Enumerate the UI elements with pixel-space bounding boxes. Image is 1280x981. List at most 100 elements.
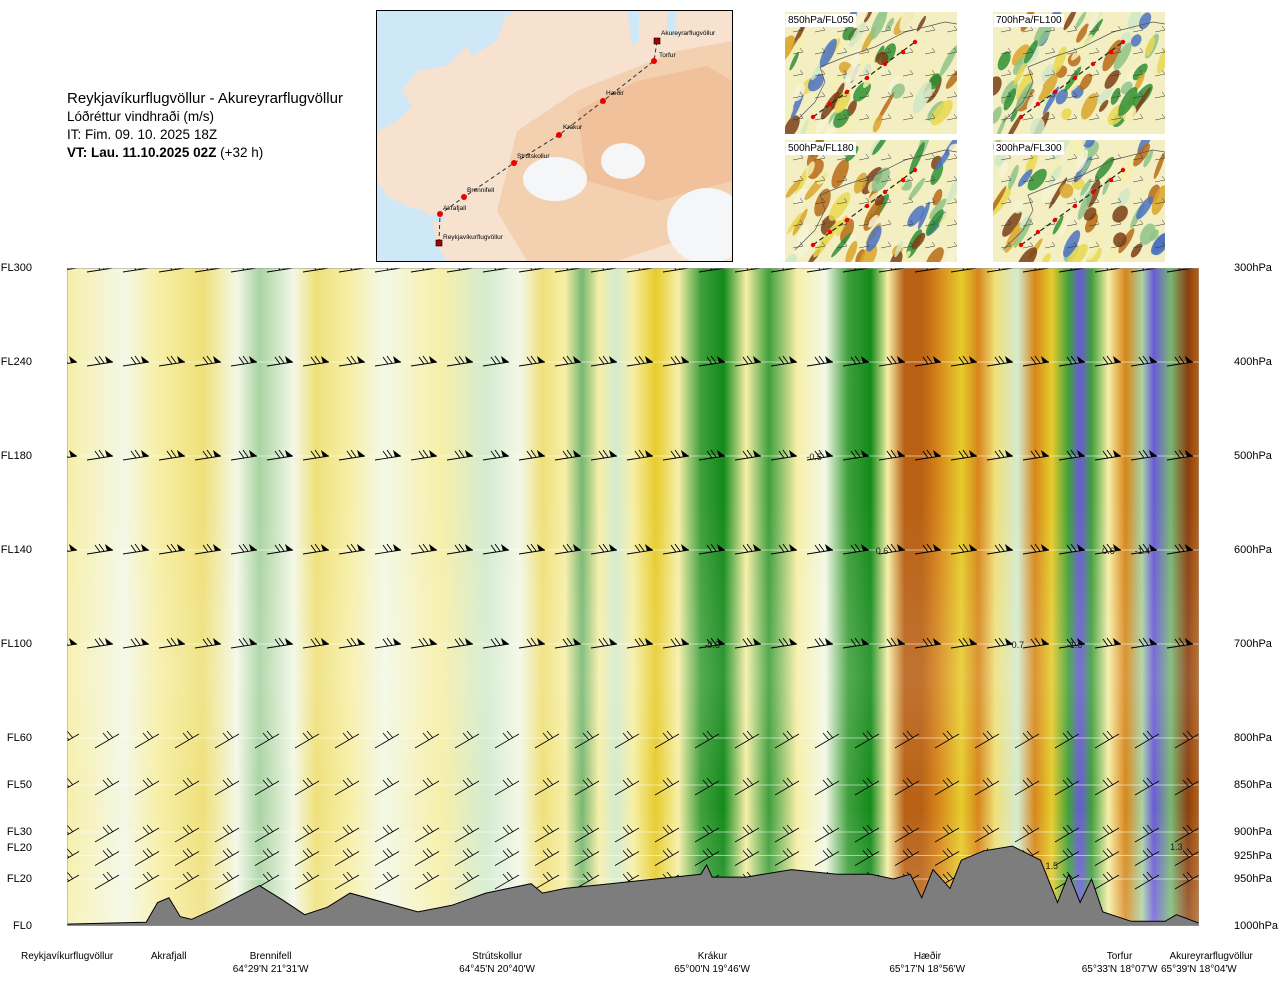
map-markers <box>435 37 661 247</box>
wind-barb <box>302 449 330 461</box>
overview-map-graphic: Akureyrarflugvöllur Torfur Hæðir Krákur … <box>377 11 732 261</box>
wind-barb <box>774 824 800 843</box>
level-map-850-label: 850hPa/FL050 <box>786 14 856 27</box>
wind-barb <box>1022 543 1050 555</box>
wind-barb <box>494 848 520 866</box>
wind-barb <box>414 824 440 843</box>
pressure-level-label: 850hPa <box>1234 779 1272 791</box>
wind-barb <box>574 848 600 866</box>
wind-barb <box>698 543 726 555</box>
wind-barb <box>894 777 920 796</box>
wind-barb <box>974 824 1000 843</box>
flight-level-label: FL140 <box>0 544 32 556</box>
wind-barb <box>1134 730 1160 749</box>
wind-barb <box>1094 824 1120 843</box>
wind-barb <box>230 449 258 461</box>
wind-barb <box>174 777 200 796</box>
wind-barb <box>122 637 150 649</box>
wind-barb <box>374 637 402 649</box>
waypoint-name: Hæðir <box>913 951 942 962</box>
wind-barb <box>1014 730 1040 749</box>
wind-barb <box>1174 730 1199 749</box>
wind-barb <box>454 824 480 843</box>
wind-barb <box>1094 637 1122 649</box>
wind-barb <box>414 730 440 749</box>
wind-barb <box>554 449 582 461</box>
wind-barb <box>894 730 920 749</box>
wind-barb <box>338 637 366 649</box>
wind-barb <box>266 355 294 367</box>
pressure-level-label: 900hPa <box>1234 826 1272 838</box>
wind-barb <box>894 848 920 866</box>
airport-marker-akureyri <box>653 37 661 45</box>
wind-barb <box>654 848 680 866</box>
flight-level-label: FL60 <box>6 732 32 744</box>
wind-barb <box>134 824 160 843</box>
wind-barb <box>158 449 186 461</box>
route-title: Reykjavíkurflugvöllur - Akureyrarflugvöl… <box>67 90 343 107</box>
wind-barb <box>814 730 840 749</box>
wind-barb <box>694 730 720 749</box>
wind-barb <box>590 449 618 461</box>
wind-barb <box>1166 355 1194 367</box>
wind-barb <box>974 730 1000 749</box>
flight-level-label: FL180 <box>0 450 32 462</box>
flight-level-label: FL20 <box>6 873 32 885</box>
wind-barb <box>494 730 520 749</box>
wind-barb <box>174 824 200 843</box>
wind-barb <box>302 637 330 649</box>
wind-barb <box>878 449 906 461</box>
wind-barb <box>86 355 114 367</box>
map-label-akrafjall: Akrafjall <box>443 205 467 212</box>
wind-barb <box>374 824 400 843</box>
wind-barb <box>294 871 320 890</box>
wind-barb <box>214 730 240 749</box>
wind-barb <box>590 543 618 555</box>
wind-barb <box>698 449 726 461</box>
wind-barb <box>814 777 840 796</box>
wind-barb <box>694 848 720 866</box>
glacier-langjokull <box>523 157 587 201</box>
wind-barb <box>410 355 438 367</box>
wind-barb <box>410 637 438 649</box>
wind-barb <box>1134 824 1160 843</box>
field-value-label: 1.3 <box>1170 842 1183 852</box>
wind-barb <box>254 824 280 843</box>
pressure-level-label: 800hPa <box>1234 732 1272 744</box>
wind-barb <box>374 730 400 749</box>
wind-barb <box>626 355 654 367</box>
wind-barb <box>1054 730 1080 749</box>
marker-brennifell <box>461 194 467 200</box>
wind-barb <box>950 355 978 367</box>
marker-haedir <box>600 98 606 104</box>
wind-barb <box>614 824 640 843</box>
waypoint-name: Reykjavíkurflugvöllur <box>21 951 114 962</box>
valid-time-offset: (+32 h) <box>220 145 264 160</box>
wind-barb <box>454 730 480 749</box>
route-line <box>438 40 658 244</box>
flight-level-label: FL240 <box>0 356 32 368</box>
wind-barb <box>294 777 320 796</box>
level-map-700: 700hPa/FL100 <box>993 12 1165 134</box>
flight-level-label: FL0 <box>13 920 32 932</box>
waypoint-coordinate: 64°45'N 20°40'W <box>459 964 535 975</box>
pressure-level-label: 500hPa <box>1234 450 1272 462</box>
waypoint-coordinate: 65°17'N 18°56'W <box>889 964 966 975</box>
cross-section-plot: -0.5 0.6 0.6 -1.4 -0.5 0.7 -1.6 1.5 1.3 <box>67 268 1199 926</box>
wind-barb <box>986 637 1014 649</box>
wind-barb <box>534 730 560 749</box>
level-map-300-graphic <box>993 140 1165 262</box>
pressure-level-label: 925hPa <box>1234 849 1272 862</box>
wind-barb <box>914 449 942 461</box>
wind-barb <box>986 355 1014 367</box>
wind-barb <box>174 848 200 866</box>
wind-barb <box>1054 777 1080 796</box>
pressure-level-label: 950hPa <box>1234 873 1272 885</box>
wind-barb <box>86 449 114 461</box>
wind-barb <box>1094 449 1122 461</box>
wind-barb <box>1022 637 1050 649</box>
wind-barb <box>94 777 120 796</box>
wind-barb <box>814 848 840 866</box>
wind-barb <box>878 543 906 555</box>
wind-barb <box>626 637 654 649</box>
